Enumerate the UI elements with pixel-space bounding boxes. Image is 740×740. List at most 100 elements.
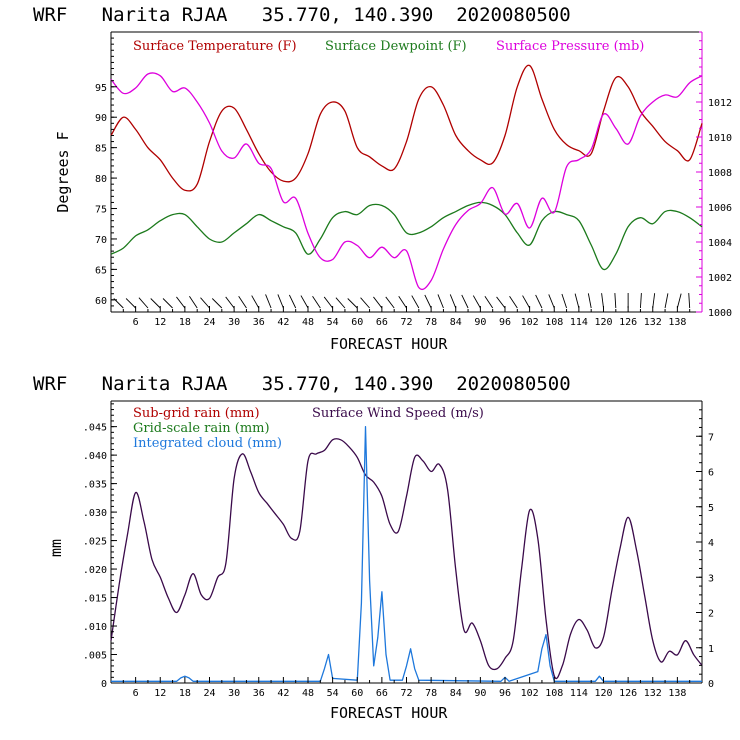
wind-barb	[688, 293, 691, 309]
y-tick-label: .005	[83, 651, 107, 662]
wind-barb	[288, 294, 297, 309]
x-tick-label: 78	[425, 688, 437, 699]
chart2-title: WRF Narita RJAA 35.770, 140.390 20200805…	[33, 373, 571, 395]
y-tick-label: 90	[95, 113, 107, 124]
y-tick-label: .040	[83, 451, 107, 462]
wind-barb	[225, 296, 235, 309]
y2-tick-label: 1010	[708, 133, 732, 144]
x-tick-label: 66	[376, 688, 388, 699]
x-tick-label: 54	[327, 317, 339, 328]
wind-barb	[238, 295, 247, 309]
wind-barb	[437, 294, 444, 309]
y-tick-label: .025	[83, 537, 107, 548]
series-line-surface-dewpoint-f	[110, 201, 703, 271]
wind-barb	[125, 298, 136, 309]
y-tick-label: 70	[95, 235, 107, 246]
y2-tick-label: 2	[708, 609, 714, 620]
chart2-series	[110, 425, 703, 682]
y-tick-label: 60	[95, 296, 107, 307]
y-tick-label: .035	[83, 480, 107, 491]
chart1-plot-area	[110, 31, 703, 313]
chart2-y-axis-label: mm	[47, 539, 65, 557]
wind-barb	[676, 293, 682, 309]
series-line-surface-pressure-mb	[110, 72, 703, 291]
wind-barb	[472, 295, 481, 309]
wind-barb	[312, 295, 321, 309]
x-tick-label: 132	[644, 688, 662, 699]
wind-barb	[496, 296, 506, 309]
y2-tick-label: 5	[708, 503, 714, 514]
wind-barb	[138, 297, 149, 309]
x-tick-label: 42	[277, 317, 289, 328]
wind-barb	[664, 293, 669, 309]
x-tick-label: 108	[545, 688, 563, 699]
x-tick-label: 60	[351, 317, 363, 328]
wind-barb	[265, 294, 272, 309]
wind-barb	[548, 294, 555, 309]
wind-barb	[424, 294, 432, 309]
x-tick-label: 18	[179, 317, 191, 328]
legend-integrated-cloud: Integrated cloud (mm)	[133, 436, 282, 451]
x-tick-label: 90	[474, 688, 486, 699]
x-tick-label: 24	[203, 688, 215, 699]
x-tick-label: 30	[228, 688, 240, 699]
legend-sub-grid-rain: Sub-grid rain (mm)	[133, 406, 260, 421]
wind-barb	[335, 297, 346, 309]
x-tick-label: 48	[302, 317, 314, 328]
wind-barb	[652, 293, 656, 309]
y2-tick-label: 1	[708, 644, 714, 655]
x-tick-label: 18	[179, 688, 191, 699]
y-tick-label: 95	[95, 83, 107, 94]
wind-barb	[200, 297, 210, 309]
series-line-surface-temperature-f	[110, 64, 703, 192]
wind-barb	[614, 293, 617, 309]
wind-barb	[522, 295, 531, 309]
chart1-x-axis-label: FORECAST HOUR	[330, 335, 448, 353]
chart2-axes: 6 12 18 24 30 36 42 48 54 60 66 72 78 84 90 96 102 108 114…	[83, 400, 714, 699]
x-tick-label: 138	[668, 688, 686, 699]
chart2-x-axis-label: FORECAST HOUR	[330, 704, 448, 722]
wind-barb	[176, 296, 186, 309]
x-tick-label: 138	[668, 317, 686, 328]
x-tick-label: 36	[253, 688, 265, 699]
x-tick-label: 42	[277, 688, 289, 699]
legend-surface-temperature: Surface Temperature (F)	[133, 39, 297, 54]
x-tick-label: 132	[644, 317, 662, 328]
x-tick-label: 6	[133, 688, 139, 699]
x-tick-label: 90	[474, 317, 486, 328]
legend-surface-wind-speed: Surface Wind Speed (m/s)	[312, 406, 484, 421]
x-tick-label: 114	[570, 688, 588, 699]
x-tick-label: 126	[619, 317, 637, 328]
chart1-title: WRF Narita RJAA 35.770, 140.390 20200805…	[33, 4, 571, 26]
wind-barb	[300, 295, 309, 309]
y-tick-label: 75	[95, 205, 107, 216]
wind-barb	[639, 293, 642, 309]
x-tick-label: 66	[376, 317, 388, 328]
x-tick-label: 36	[253, 317, 265, 328]
x-tick-label: 54	[327, 688, 339, 699]
x-tick-label: 60	[351, 688, 363, 699]
y2-tick-label: 1002	[708, 273, 732, 284]
wind-barb	[461, 294, 469, 309]
y2-tick-label: 1004	[708, 238, 732, 249]
x-tick-label: 12	[154, 317, 166, 328]
wind-barb	[484, 295, 494, 309]
x-tick-label: 72	[400, 317, 412, 328]
wind-barb	[211, 298, 223, 309]
x-tick-label: 102	[521, 688, 539, 699]
wind-barb	[347, 298, 358, 309]
x-tick-label: 84	[450, 688, 462, 699]
y2-tick-label: 1000	[708, 308, 732, 319]
x-tick-label: 114	[570, 317, 588, 328]
y-tick-label: .015	[83, 594, 107, 605]
y2-tick-label: 6	[708, 468, 714, 479]
series-line-surface-wind-speed-m-s	[110, 438, 703, 680]
x-tick-label: 120	[594, 317, 612, 328]
x-tick-label: 78	[425, 317, 437, 328]
x-tick-label: 6	[133, 317, 139, 328]
wind-barbs-row	[113, 293, 691, 309]
wind-barb	[189, 295, 198, 309]
y-tick-label: .020	[83, 565, 107, 576]
x-tick-label: 48	[302, 688, 314, 699]
y2-tick-label: 7	[708, 432, 714, 443]
